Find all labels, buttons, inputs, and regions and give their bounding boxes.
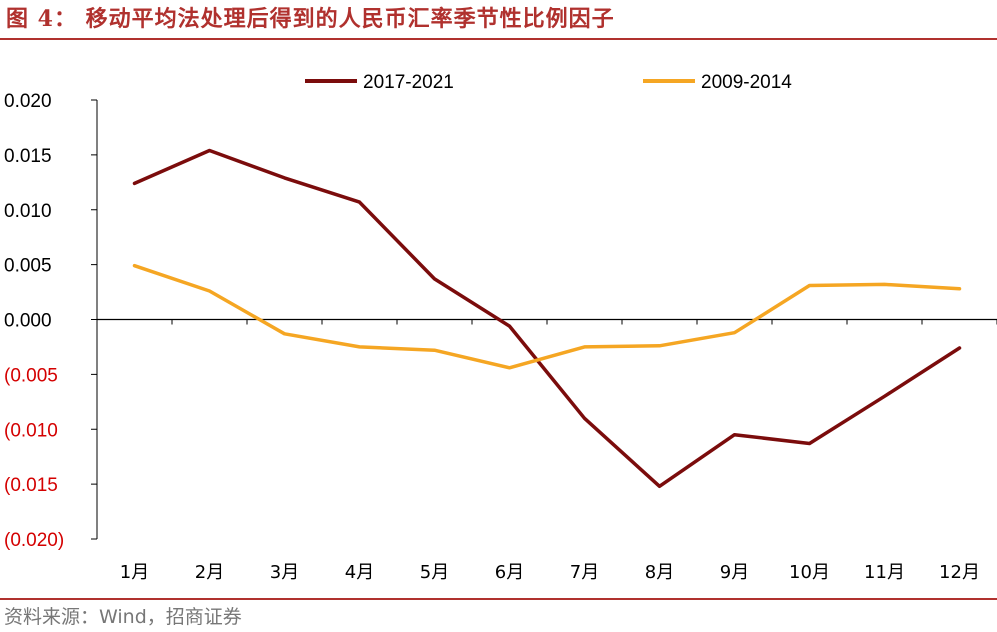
y-tick-label: (0.020) — [4, 530, 64, 551]
x-tick-label: 9月 — [720, 562, 749, 583]
series-line-2017-2021 — [132, 148, 962, 489]
x-tick-label: 12月 — [939, 562, 980, 583]
x-tick-label: 4月 — [345, 562, 374, 583]
x-tick-label: 11月 — [864, 562, 905, 583]
y-tick-label: 0.000 — [4, 311, 52, 332]
seasonal-factor-line-chart: 0.020 0.015 0.010 0.005 0.000 (0.005 (0.010 (0.… — [4, 72, 997, 583]
x-tick-label: 10月 — [789, 562, 830, 583]
source-divider — [0, 598, 997, 600]
y-tick-label: 0.015 — [4, 146, 52, 167]
y-tick-label: 0.020 — [4, 91, 52, 112]
y-tick-label: 0.005 — [4, 256, 52, 277]
x-tick-label: 2月 — [195, 562, 224, 583]
y-tick-label: (0.010 — [4, 420, 58, 441]
x-tick-label: 5月 — [420, 562, 449, 583]
y-tick-label: (0.015 — [4, 475, 58, 496]
x-tick-label: 3月 — [270, 562, 299, 583]
x-tick-label: 1月 — [120, 562, 149, 583]
title-divider — [0, 38, 997, 40]
x-tick-label: 6月 — [495, 562, 524, 583]
legend-label: 2017-2021 — [363, 72, 454, 93]
chart-title: 图 4： 移动平均法处理后得到的人民币汇率季节性比例因子 — [6, 6, 615, 32]
y-tick-label: (0.005 — [4, 365, 58, 386]
x-tick-label: 7月 — [570, 562, 599, 583]
y-tick-label: 0.010 — [4, 201, 52, 222]
legend-label: 2009-2014 — [701, 72, 792, 93]
x-tick-label: 8月 — [645, 562, 674, 583]
series-line-2009-2014 — [132, 263, 962, 370]
source-note: 资料来源：Wind，招商证券 — [4, 606, 242, 628]
